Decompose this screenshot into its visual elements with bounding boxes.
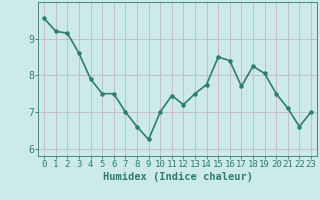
X-axis label: Humidex (Indice chaleur): Humidex (Indice chaleur) bbox=[103, 172, 252, 182]
